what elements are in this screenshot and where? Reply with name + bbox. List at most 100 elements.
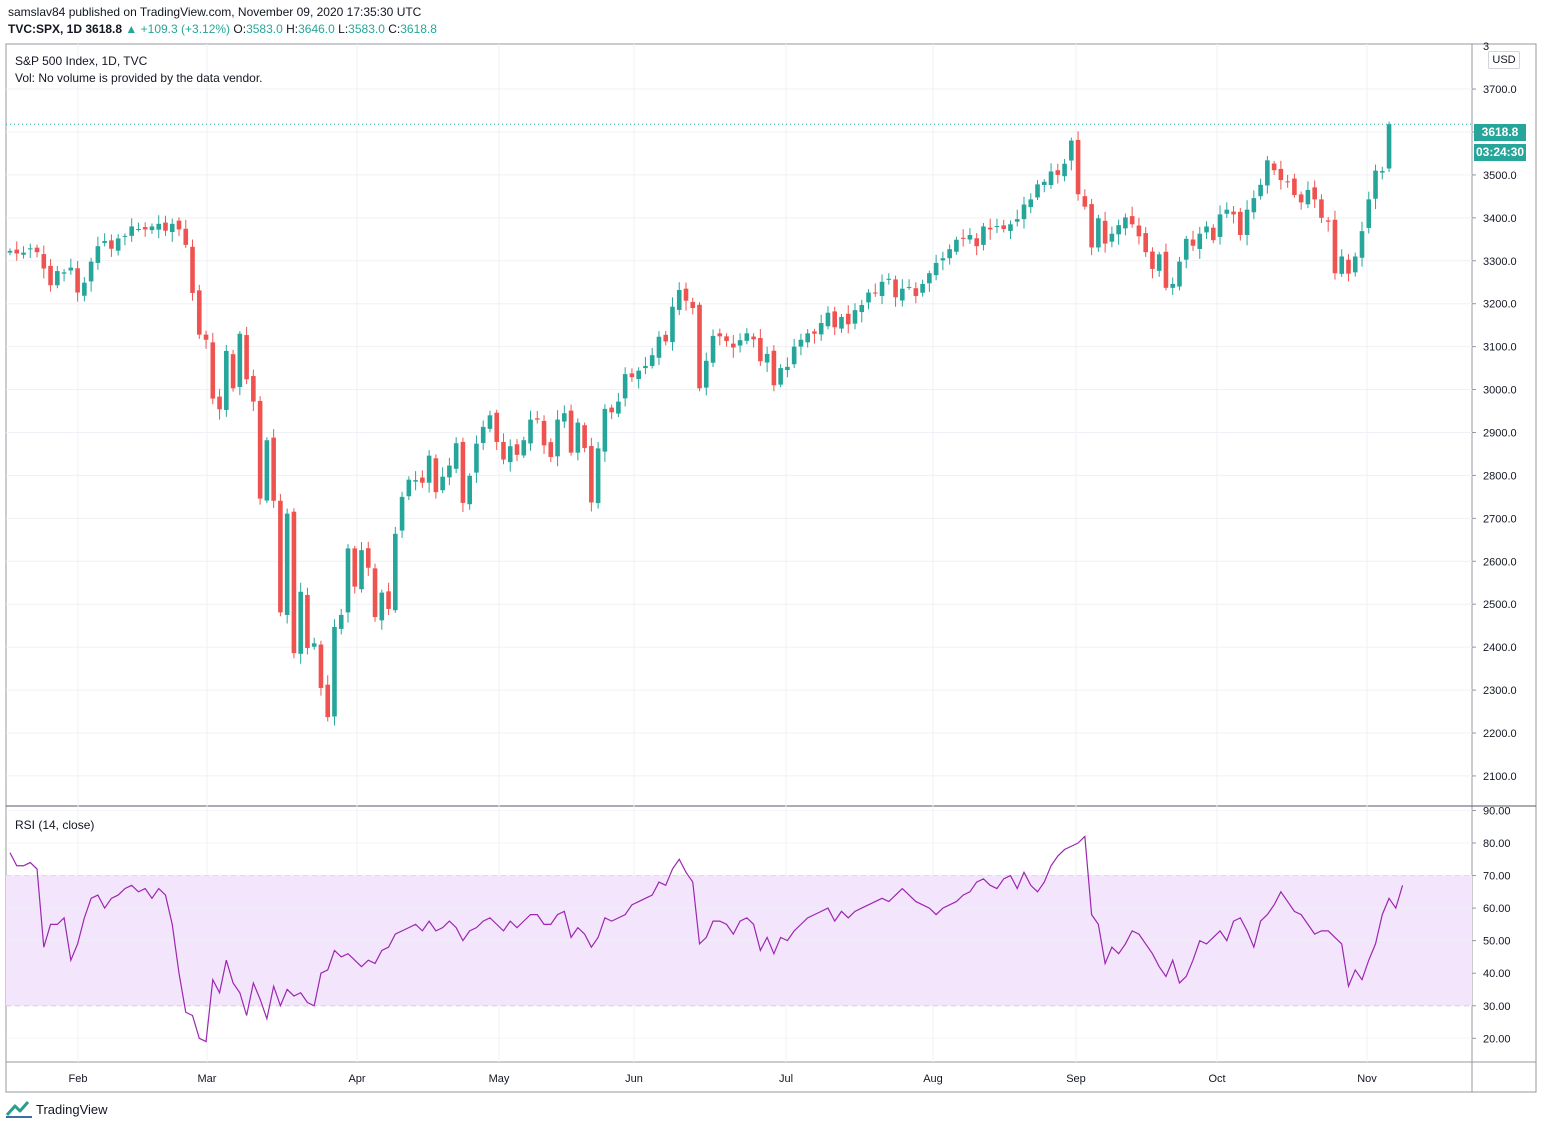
- candle-body: [196, 290, 202, 335]
- candle-body: [474, 443, 479, 473]
- candle-body: [501, 441, 506, 460]
- candle-body: [251, 376, 256, 402]
- candle-body: [480, 426, 486, 444]
- candle-body: [1238, 211, 1243, 236]
- candle-body: [7, 250, 13, 253]
- candle-body: [1190, 239, 1196, 246]
- chart-frame: [5, 43, 1537, 1093]
- y-tick-label: 2700.0: [1483, 513, 1517, 525]
- candle-body: [433, 458, 439, 493]
- last-price: 3618.8: [85, 22, 123, 36]
- candle-body: [365, 548, 371, 568]
- candle-body: [420, 477, 425, 483]
- candle-body: [1298, 194, 1304, 203]
- y-tick-label: 3200.0: [1483, 299, 1517, 311]
- candle-body: [1346, 259, 1351, 274]
- candle-body: [568, 410, 574, 453]
- candle-body: [244, 335, 249, 380]
- candle-body: [656, 336, 662, 358]
- rsi-tick-label: 20.00: [1483, 1033, 1511, 1045]
- candle-body: [399, 496, 405, 531]
- series-legend[interactable]: S&P 500 Index, 1D, TVC: [15, 54, 148, 68]
- y-tick-label: 2600.0: [1483, 556, 1517, 568]
- candle-body: [893, 279, 898, 298]
- candle-body: [1224, 209, 1230, 214]
- candle-body: [453, 443, 459, 469]
- x-tick-label: May: [489, 1073, 510, 1085]
- candle-body: [1075, 139, 1081, 195]
- change-arrow-icon: ▲: [125, 22, 138, 36]
- candle-body: [703, 360, 709, 388]
- candle-body: [379, 592, 385, 621]
- bar-countdown-tag: 03:24:30: [1474, 144, 1526, 161]
- candle-body: [1312, 187, 1317, 200]
- candle-body: [1332, 219, 1338, 274]
- close-label: C:: [388, 22, 401, 36]
- candle-body: [629, 373, 635, 378]
- candle-body: [494, 412, 500, 442]
- candle-body: [318, 644, 324, 688]
- y-tick-label: 2800.0: [1483, 470, 1517, 482]
- x-tick-label: Apr: [348, 1073, 365, 1085]
- candle-body: [1014, 219, 1020, 222]
- candle-body: [1373, 170, 1378, 199]
- candle-body: [1170, 283, 1176, 288]
- candle-body: [960, 237, 966, 239]
- candle-body: [1096, 218, 1101, 248]
- candle-body: [284, 513, 290, 615]
- candle-body: [1244, 209, 1250, 236]
- y-tick-label: 3700.0: [1483, 84, 1517, 96]
- rsi-tick-label: 40.00: [1483, 968, 1511, 980]
- candle-body: [1386, 124, 1392, 169]
- candle-body: [406, 479, 412, 497]
- candle-body: [1292, 178, 1297, 196]
- rsi-legend[interactable]: RSI (14, close): [15, 818, 95, 832]
- candle-body: [987, 227, 993, 230]
- candle-body: [1258, 184, 1263, 197]
- candle-body: [1136, 225, 1142, 237]
- candle-body: [210, 342, 216, 399]
- x-tick-label: Mar: [198, 1073, 217, 1085]
- candle-body: [467, 475, 472, 505]
- x-tick-label: Feb: [69, 1073, 88, 1085]
- candle-body: [818, 323, 824, 335]
- candle-body: [88, 261, 94, 282]
- tradingview-brand[interactable]: TradingView: [6, 1100, 108, 1118]
- candle-body: [778, 368, 783, 385]
- candle-body: [257, 400, 263, 499]
- candle-body: [534, 418, 540, 420]
- candle-body: [1069, 140, 1074, 161]
- candle-body: [798, 339, 804, 347]
- candle-body: [845, 313, 851, 325]
- candle-body: [82, 282, 87, 296]
- candle-body: [41, 254, 47, 269]
- y-tick-label: 3000.0: [1483, 385, 1517, 397]
- candle-body: [555, 419, 560, 457]
- high-label: H:: [286, 22, 299, 36]
- candle-body: [1116, 225, 1121, 235]
- candle-body: [717, 333, 723, 337]
- candle-body: [1210, 227, 1216, 241]
- candle-body: [683, 288, 689, 301]
- candle-body: [1352, 256, 1358, 273]
- candle-body: [217, 396, 222, 410]
- candle-body: [460, 441, 466, 503]
- candle-body: [1156, 254, 1162, 271]
- x-tick-label: Jul: [779, 1073, 793, 1085]
- candle-body: [785, 366, 790, 371]
- candle-body: [1359, 231, 1365, 258]
- candle-body: [981, 226, 986, 245]
- candle-body: [176, 220, 182, 230]
- publisher-line: samslav84 published on TradingView.com, …: [8, 5, 422, 19]
- currency-button[interactable]: USD: [1488, 51, 1520, 69]
- candle-body: [230, 354, 236, 389]
- candle-body: [305, 594, 310, 648]
- candle-body: [582, 425, 587, 448]
- candle-body: [649, 355, 655, 366]
- current-price-tag: 3618.8: [1474, 124, 1526, 141]
- candle-body: [954, 239, 959, 252]
- rsi-tick-label: 30.00: [1483, 1001, 1511, 1013]
- candle-body: [575, 422, 581, 453]
- candle-body: [426, 455, 432, 483]
